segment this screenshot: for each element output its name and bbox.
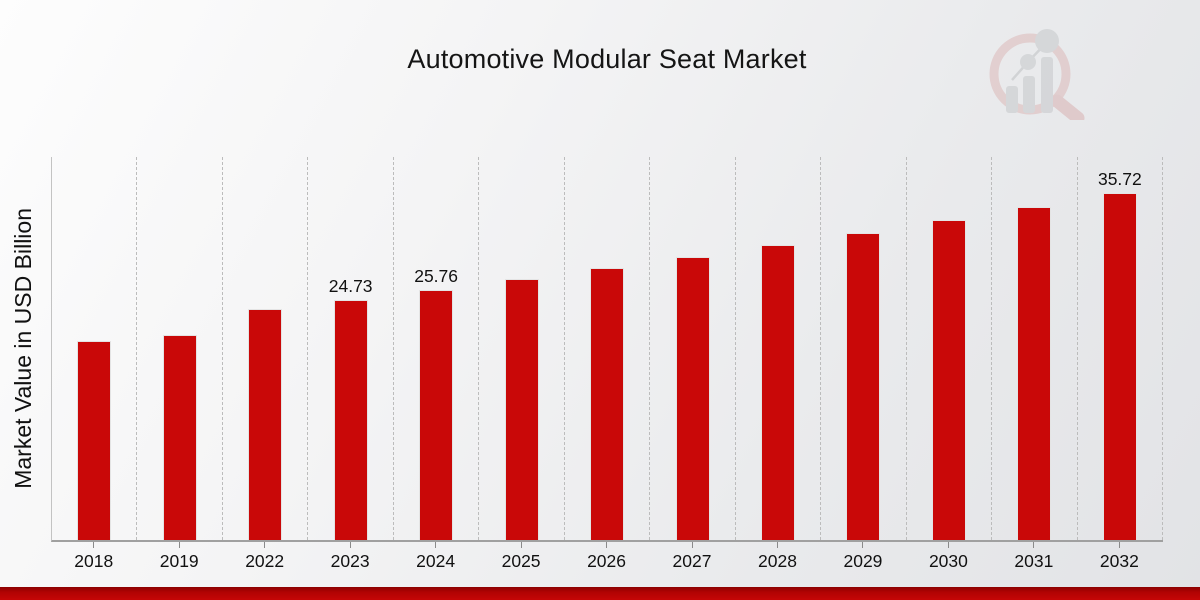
x-tick-group-2029: 2029 bbox=[820, 542, 905, 572]
x-tick-group-2027: 2027 bbox=[649, 542, 734, 572]
data-label-2023: 24.73 bbox=[328, 275, 373, 296]
bar-2027 bbox=[675, 257, 710, 540]
x-tick-label-2025: 2025 bbox=[501, 551, 541, 571]
x-tick-mark bbox=[93, 542, 95, 548]
x-tick-mark bbox=[264, 542, 266, 548]
grid-cell-2027 bbox=[650, 157, 736, 540]
grid-cell-2018 bbox=[52, 157, 138, 540]
x-tick-group-2028: 2028 bbox=[735, 542, 820, 572]
bar-2022 bbox=[248, 309, 283, 540]
x-tick-group-2024: 2024 bbox=[393, 542, 478, 572]
grid-cell-2019 bbox=[137, 157, 223, 540]
grid-cell-2028 bbox=[736, 157, 822, 540]
bar-2032: 35.72 bbox=[1098, 169, 1142, 540]
grid-cell-2026 bbox=[565, 157, 651, 540]
x-tick-mark bbox=[947, 542, 949, 548]
x-tick-group-2019: 2019 bbox=[136, 542, 221, 572]
grid-cell-2025 bbox=[479, 157, 565, 540]
magnifier-barchart-icon bbox=[989, 29, 1085, 125]
grid-cell-2032: 35.72 bbox=[1078, 157, 1164, 540]
x-tick-group-2032: 2032 bbox=[1077, 542, 1162, 572]
data-label-2032: 35.72 bbox=[1097, 168, 1142, 189]
x-tick-mark bbox=[606, 542, 608, 548]
x-tick-group-2025: 2025 bbox=[478, 542, 563, 572]
bar-2019 bbox=[162, 335, 197, 540]
x-tick-label-2026: 2026 bbox=[587, 551, 627, 571]
x-tick-label-2027: 2027 bbox=[672, 551, 712, 571]
x-axis: 2018 2019 2022 2023 2024 2025 2026 2027 2028 2029… bbox=[51, 542, 1162, 572]
x-tick-mark bbox=[349, 542, 351, 548]
x-tick-mark bbox=[1033, 542, 1035, 548]
x-tick-label-2018: 2018 bbox=[74, 551, 114, 571]
x-tick-mark bbox=[1118, 542, 1120, 548]
x-tick-group-2022: 2022 bbox=[222, 542, 307, 572]
x-tick-label-2032: 2032 bbox=[1099, 551, 1139, 571]
grid-cell-2029 bbox=[821, 157, 907, 540]
bar-2026 bbox=[590, 268, 625, 540]
chart-title: Automotive Modular Seat Market bbox=[407, 44, 807, 74]
grid-cell-2024: 25.76 bbox=[394, 157, 480, 540]
bar-2023: 24.73 bbox=[329, 276, 373, 540]
y-axis-title-text: Market Value in USD Billion bbox=[9, 208, 36, 489]
grid-cell-2022 bbox=[223, 157, 309, 540]
x-tick-label-2022: 2022 bbox=[245, 551, 285, 571]
bar-2029 bbox=[846, 233, 881, 540]
x-tick-label-2030: 2030 bbox=[928, 551, 968, 571]
bar-2024: 25.76 bbox=[414, 266, 458, 540]
x-tick-label-2029: 2029 bbox=[843, 551, 883, 571]
plot-area: 24.73 25.76 35.72 bbox=[51, 157, 1164, 542]
x-tick-group-2031: 2031 bbox=[991, 542, 1076, 572]
bottom-accent-bar bbox=[0, 587, 1200, 600]
x-tick-group-2018: 2018 bbox=[51, 542, 136, 572]
x-tick-label-2024: 2024 bbox=[416, 551, 456, 571]
x-tick-group-2030: 2030 bbox=[906, 542, 991, 572]
grid-cell-2031 bbox=[992, 157, 1078, 540]
x-tick-mark bbox=[862, 542, 864, 548]
market-research-future-logo bbox=[988, 24, 1096, 125]
x-tick-mark bbox=[520, 542, 522, 548]
bar-2030 bbox=[931, 220, 966, 540]
x-tick-group-2026: 2026 bbox=[564, 542, 649, 572]
bar-2028 bbox=[760, 245, 795, 540]
x-tick-label-2019: 2019 bbox=[159, 551, 199, 571]
x-tick-mark bbox=[435, 542, 437, 548]
bar-2031 bbox=[1017, 206, 1052, 540]
x-tick-label-2031: 2031 bbox=[1014, 551, 1054, 571]
bar-2018 bbox=[77, 340, 112, 540]
x-tick-mark bbox=[178, 542, 180, 548]
x-tick-group-2023: 2023 bbox=[307, 542, 392, 572]
bar-2025 bbox=[504, 279, 539, 540]
y-axis-title: Market Value in USD Billion bbox=[2, 157, 44, 540]
x-tick-mark bbox=[776, 542, 778, 548]
grid-cell-2023: 24.73 bbox=[308, 157, 394, 540]
x-tick-mark bbox=[691, 542, 693, 548]
x-tick-label-2023: 2023 bbox=[330, 551, 370, 571]
grid-cell-2030 bbox=[907, 157, 993, 540]
data-label-2024: 25.76 bbox=[414, 265, 459, 286]
x-tick-label-2028: 2028 bbox=[758, 551, 797, 571]
